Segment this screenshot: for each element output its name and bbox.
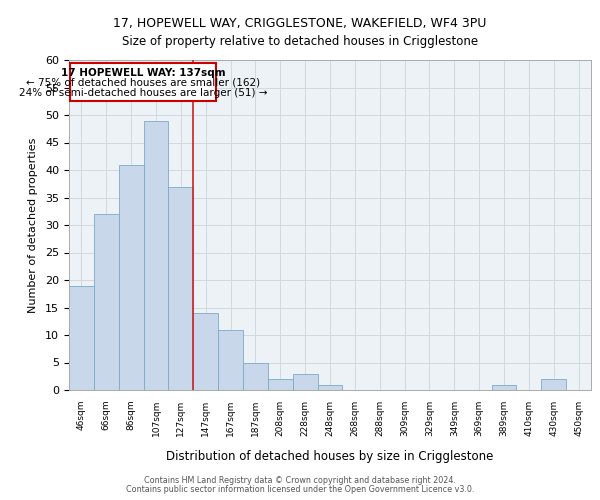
Bar bbox=[169, 186, 193, 390]
Text: 24% of semi-detached houses are larger (51) →: 24% of semi-detached houses are larger (… bbox=[19, 88, 267, 98]
Bar bbox=[119, 164, 143, 390]
Bar bbox=[143, 120, 169, 390]
Bar bbox=[317, 384, 343, 390]
Text: ← 75% of detached houses are smaller (162): ← 75% of detached houses are smaller (16… bbox=[26, 78, 260, 88]
Bar bbox=[491, 384, 517, 390]
Text: Size of property relative to detached houses in Crigglestone: Size of property relative to detached ho… bbox=[122, 35, 478, 48]
Text: 17 HOPEWELL WAY: 137sqm: 17 HOPEWELL WAY: 137sqm bbox=[61, 68, 225, 78]
Bar bbox=[243, 362, 268, 390]
Text: Contains HM Land Registry data © Crown copyright and database right 2024.: Contains HM Land Registry data © Crown c… bbox=[144, 476, 456, 485]
Bar bbox=[69, 286, 94, 390]
Y-axis label: Number of detached properties: Number of detached properties bbox=[28, 138, 38, 312]
Text: 17, HOPEWELL WAY, CRIGGLESTONE, WAKEFIELD, WF4 3PU: 17, HOPEWELL WAY, CRIGGLESTONE, WAKEFIEL… bbox=[113, 18, 487, 30]
X-axis label: Distribution of detached houses by size in Crigglestone: Distribution of detached houses by size … bbox=[166, 450, 494, 463]
Bar bbox=[193, 313, 218, 390]
Bar bbox=[541, 379, 566, 390]
Bar bbox=[94, 214, 119, 390]
FancyBboxPatch shape bbox=[70, 62, 215, 101]
Bar bbox=[293, 374, 317, 390]
Bar bbox=[218, 330, 243, 390]
Bar bbox=[268, 379, 293, 390]
Text: Contains public sector information licensed under the Open Government Licence v3: Contains public sector information licen… bbox=[126, 485, 474, 494]
